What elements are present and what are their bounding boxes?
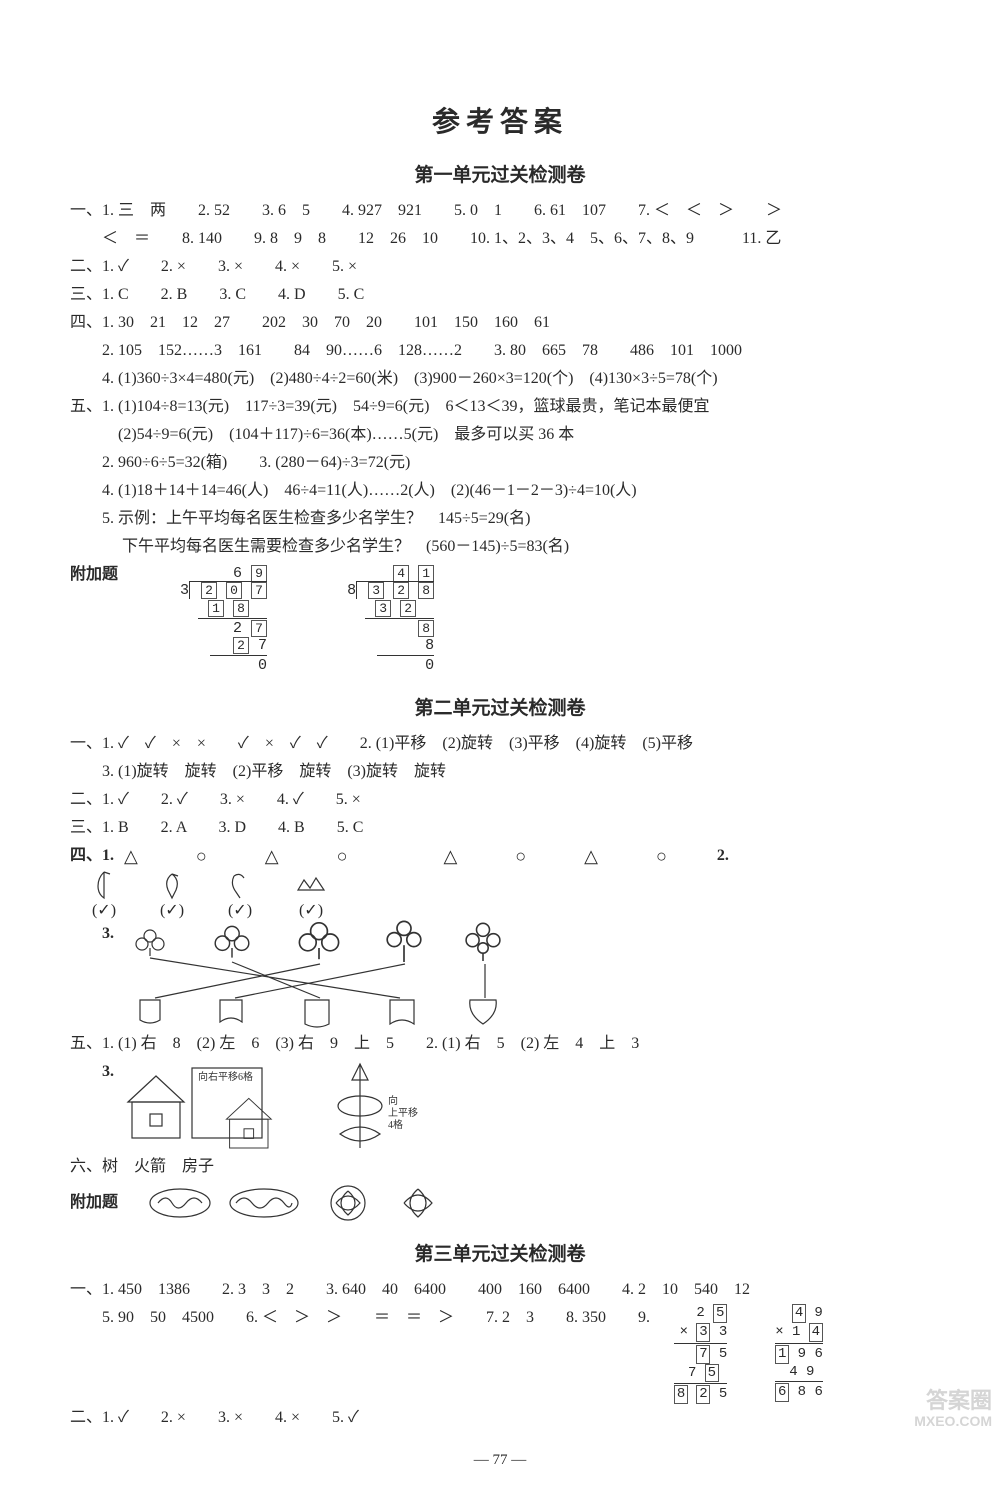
svg-text:向: 向: [388, 1094, 398, 1107]
q2-check-1: (✓): [90, 900, 118, 920]
u2-l4: 三、1. B 2. A 3. D 4. B 5. C: [70, 814, 930, 842]
q2-check-4: (✓): [294, 900, 328, 920]
u2-extra-label: 附加题: [70, 1189, 140, 1217]
u2-l1: 一、1. ✓ ✓ × × ✓ × ✓ ✓ 2. (1)平移 (2)旋转 (3)平…: [70, 730, 930, 758]
u2-l3: 二、1. ✓ 2. ✓ 3. × 4. ✓ 5. ×: [70, 786, 930, 814]
u1-l9: (2)54÷9=6(元) (104＋117)÷6=36(本)……5(元) 最多可…: [70, 421, 930, 449]
q2-shape-1: [90, 870, 118, 900]
page-number: — 77 —: [70, 1452, 930, 1469]
shape-seq: △ ○ △ ○ △ ○ △ ○: [124, 842, 687, 871]
u2-l7: 五、1. (1) 右 8 (2) 左 6 (3) 右 9 上 5 2. (1) …: [70, 1030, 930, 1058]
u3-l1: 一、1. 450 1386 2. 3 3 2 3. 640 40 6400 40…: [70, 1276, 930, 1304]
q2-shape-3: [226, 870, 254, 900]
u1-extra-label: 附加题: [70, 561, 140, 589]
matching-svg: [120, 920, 540, 1030]
caption: 向右平移6格: [198, 1070, 253, 1083]
u2-l5-prefix: 四、1.: [70, 842, 114, 870]
u3-l2: 5. 90 50 4500 6. ＜ ＞ ＞ ＝ ＝ ＞ 7. 2 3 8. 3…: [70, 1304, 650, 1332]
u1-l12: 5. 示例：上午平均每名医生检查多少名学生？ 145÷5=29(名): [70, 505, 930, 533]
u2-extra-row: 附加题: [70, 1181, 930, 1225]
u1-l5: 四、1. 30 21 12 27 202 30 70 20 101 150 16…: [70, 309, 930, 337]
q2-shape-2: [158, 870, 186, 900]
u1-l13: 下午平均每名医生需要检查多少名学生？ (560－145)÷5=83(名): [70, 533, 930, 561]
longdiv-1: 6 9 3 2 0 7 1 8 2 7 2 7 0: [180, 565, 267, 675]
u2-l6-prefix: 3.: [70, 920, 114, 948]
u1-l3: 二、1. ✓ 2. × 3. × 4. × 5. ×: [70, 253, 930, 281]
u2-l5-q2: 2.: [717, 842, 729, 870]
u1-l10: 2. 960÷6÷5=32(箱) 3. (280－64)÷3=72(元): [70, 449, 930, 477]
mult-2: 4 9 × 1 4 1 9 6 4 9 6 8 6: [775, 1304, 823, 1402]
u1-l1: 一、1. 三 两 2. 52 3. 6 5 4. 927 921 5. 0 1 …: [70, 197, 930, 225]
u2-l2: 3. (1)旋转 旋转 (2)平移 旋转 (3)旋转 旋转: [70, 758, 930, 786]
longdiv-2: 4 1 8 3 2 8 3 2 8 8 0: [347, 565, 434, 675]
unit2-heading: 第二单元过关检测卷: [70, 693, 930, 720]
extra-shapes-svg: [140, 1181, 560, 1225]
u2-l8-row: 3. 向右平移6格: [70, 1058, 930, 1153]
svg-text:上平移: 上平移: [388, 1106, 418, 1119]
q2-check-2: (✓): [158, 900, 186, 920]
u2-l6-row: 3.: [70, 920, 930, 1030]
mult-1: 2 5 × 3 3 7 5 7 5 8 2 5: [674, 1304, 727, 1404]
u1-l6: 2. 105 152……3 161 84 90……6 128……2 3. 80 …: [70, 337, 930, 365]
u2-l5-row: 四、1. △ ○ △ ○ △ ○ △ ○ 2. (✓) (✓) (✓) (✓): [70, 842, 930, 921]
u1-l2: ＜ ＝ 8. 140 9. 8 9 8 12 26 10 10. 1、2、3、4…: [70, 225, 930, 253]
watermark-line1: 答案圈: [914, 1389, 992, 1413]
main-title: 参考答案: [70, 100, 930, 140]
u2-l9: 六、树 火箭 房子: [70, 1153, 930, 1181]
u3-l2-row: 5. 90 50 4500 6. ＜ ＞ ＞ ＝ ＝ ＞ 7. 2 3 8. 3…: [70, 1304, 930, 1404]
q2-shape-4: [294, 870, 328, 900]
q2-check-3: (✓): [226, 900, 254, 920]
unit3-heading: 第三单元过关检测卷: [70, 1239, 930, 1266]
unit1-heading: 第一单元过关检测卷: [70, 160, 930, 187]
u3-l3: 二、1. ✓ 2. × 3. × 4. × 5. ✓: [70, 1404, 930, 1432]
watermark: 答案圈 MXEO.COM: [914, 1389, 992, 1429]
u1-l11: 4. (1)18＋14＋14=46(人) 46÷4=11(人)……2(人) (2…: [70, 477, 930, 505]
u1-l8: 五、1. (1)104÷8=13(元) 117÷3=39(元) 54÷9=6(元…: [70, 393, 930, 421]
svg-text:4格: 4格: [388, 1118, 403, 1131]
house-translate-svg: 向右平移6格 向 上平移 4格: [120, 1058, 440, 1153]
q2-shapes: (✓) (✓) (✓) (✓): [90, 870, 328, 920]
watermark-line2: MXEO.COM: [914, 1414, 992, 1429]
u1-l7: 4. (1)360÷3×4=480(元) (2)480÷4÷2=60(米) (3…: [70, 365, 930, 393]
u1-extra-row: 附加题 6 9 3 2 0 7 1 8 2 7 2 7 0 4 1 8 3 2 …: [70, 561, 930, 679]
u2-l8-prefix: 3.: [70, 1058, 114, 1086]
u1-l4: 三、1. C 2. B 3. C 4. D 5. C: [70, 281, 930, 309]
